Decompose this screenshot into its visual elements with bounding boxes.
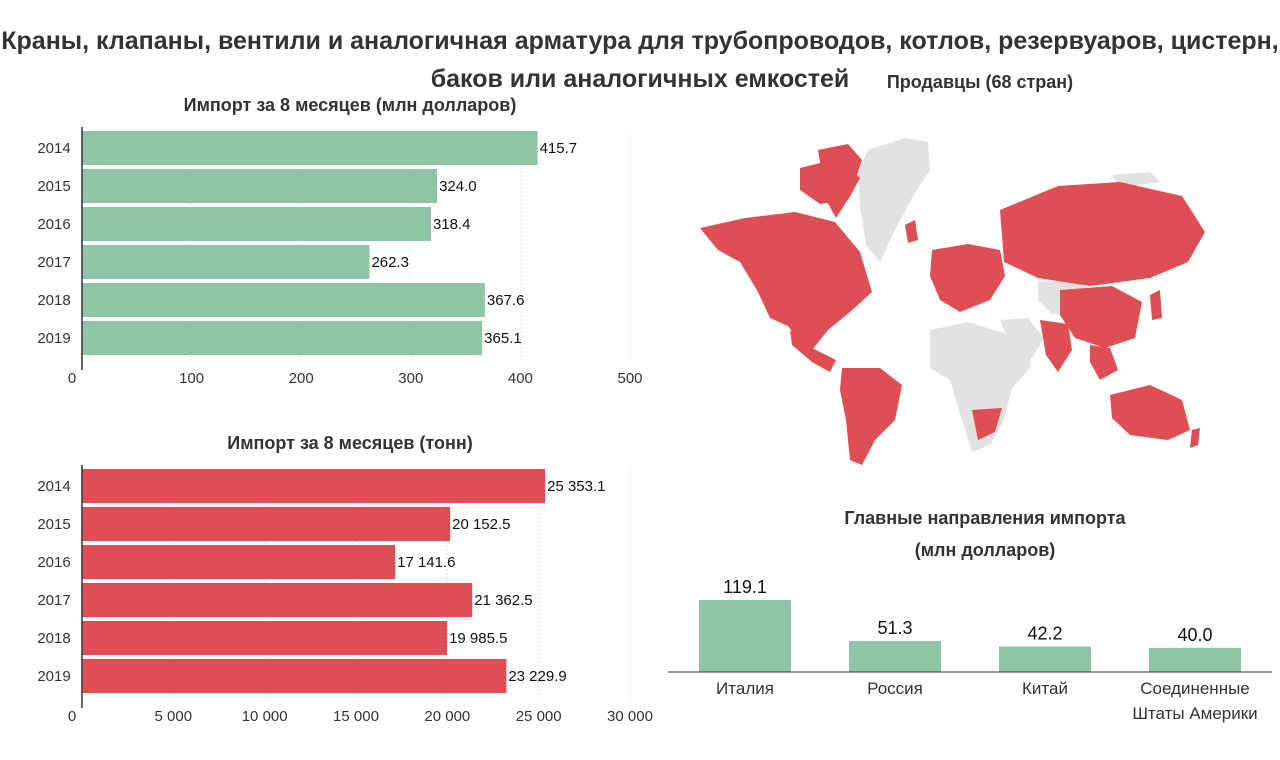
southeast-asia-shape [1090, 345, 1118, 380]
bar [82, 659, 507, 693]
india-shape [1040, 320, 1072, 372]
south-america-shape [840, 368, 902, 465]
map-title: Продавцы (68 стран) [886, 72, 1074, 92]
tick-label: 400 [508, 370, 533, 387]
tick-label: 300 [398, 370, 423, 387]
bar [1149, 647, 1241, 672]
bar [82, 621, 448, 655]
data-label: 365.1 [484, 330, 522, 347]
category-label: 2019 [37, 668, 70, 685]
tick-label: 10 000 [242, 708, 288, 725]
tick-label: 20 000 [424, 708, 470, 725]
mexico-shape [790, 330, 836, 372]
data-label: 324.0 [439, 178, 477, 195]
china-shape [1060, 286, 1142, 348]
russia-shape [1000, 182, 1205, 286]
south-africa-shape [972, 408, 1002, 440]
australia-shape [1110, 385, 1190, 440]
tick-label: 25 000 [516, 708, 562, 725]
data-label: 17 141.6 [397, 554, 455, 571]
tick-label: 15 000 [333, 708, 379, 725]
data-label: 25 353.1 [547, 478, 605, 495]
new-zealand-shape [1190, 428, 1200, 448]
north-america-shape [700, 212, 872, 350]
category-label: 2019 [37, 330, 70, 347]
title-line-2: баков или аналогичных емкостей [430, 65, 850, 93]
destinations-chart-title: Главные направления импорта (млн долларо… [800, 502, 1170, 566]
category-label: 2017 [37, 592, 70, 609]
data-label: 318.4 [433, 216, 471, 233]
bar [82, 283, 485, 317]
tick-label: 500 [617, 370, 642, 387]
tick-label: 0 [68, 708, 76, 725]
tick-label: 30 000 [607, 708, 653, 725]
bar [82, 545, 396, 579]
bar [82, 131, 538, 165]
data-label: 262.3 [371, 254, 409, 271]
category-label: 2018 [37, 292, 70, 309]
greenland-shape [858, 138, 930, 262]
bar [82, 321, 483, 355]
data-label: 19 985.5 [449, 630, 507, 647]
category-label: 2016 [37, 554, 70, 571]
category-label: Италия [716, 679, 774, 698]
usd-chart-title: Импорт за 8 месяцев (млн долларов) [183, 95, 517, 115]
data-label: 20 152.5 [452, 516, 510, 533]
bar [82, 169, 438, 203]
bar [699, 600, 791, 672]
arabia-shape [1000, 318, 1044, 358]
map-land-red [700, 144, 1205, 465]
page-title: Краны, клапаны, вентили и аналогичная ар… [0, 22, 1280, 98]
category-label: 2016 [37, 216, 70, 233]
tons-chart-title: Импорт за 8 месяцев (тонн) [227, 433, 473, 453]
category-label: 2014 [37, 478, 70, 495]
tick-label: 5 000 [155, 708, 193, 725]
category-label: Соединенные [1140, 679, 1250, 698]
scandinavia-shape [818, 144, 862, 218]
category-label: 2015 [37, 178, 70, 195]
data-label: 21 362.5 [474, 592, 532, 609]
category-label: Штаты Америки [1132, 704, 1257, 723]
africa-shape [930, 322, 1032, 452]
data-label: 415.7 [540, 140, 578, 157]
tick-label: 0 [68, 370, 76, 387]
category-label: 2017 [37, 254, 70, 271]
destinations-title-line-1: Главные направления импорта [844, 508, 1126, 528]
data-label: 51.3 [877, 618, 912, 638]
bar [82, 469, 546, 503]
bar [999, 646, 1091, 672]
bar [82, 583, 473, 617]
uk-shape [905, 220, 918, 243]
bar [82, 507, 451, 541]
bar [849, 640, 941, 672]
data-label: 367.6 [487, 292, 525, 309]
data-label: 40.0 [1177, 625, 1212, 645]
data-label: 23 229.9 [508, 668, 566, 685]
tick-label: 100 [179, 370, 204, 387]
europe-shape [930, 244, 1005, 312]
japan-shape [1150, 290, 1162, 320]
data-label: 42.2 [1027, 623, 1062, 643]
category-label: 2014 [37, 140, 70, 157]
bar [82, 245, 370, 279]
category-label: Китай [1022, 679, 1068, 698]
title-line-1: Краны, клапаны, вентили и аналогичная ар… [1, 27, 1279, 55]
category-label: 2018 [37, 630, 70, 647]
data-label: 119.1 [723, 577, 767, 597]
destinations-title-line-2: (млн долларов) [914, 540, 1056, 560]
category-label: Россия [867, 679, 923, 698]
tick-label: 200 [289, 370, 314, 387]
bar [82, 207, 431, 241]
map-land-grey [858, 138, 1160, 452]
category-label: 2015 [37, 516, 70, 533]
